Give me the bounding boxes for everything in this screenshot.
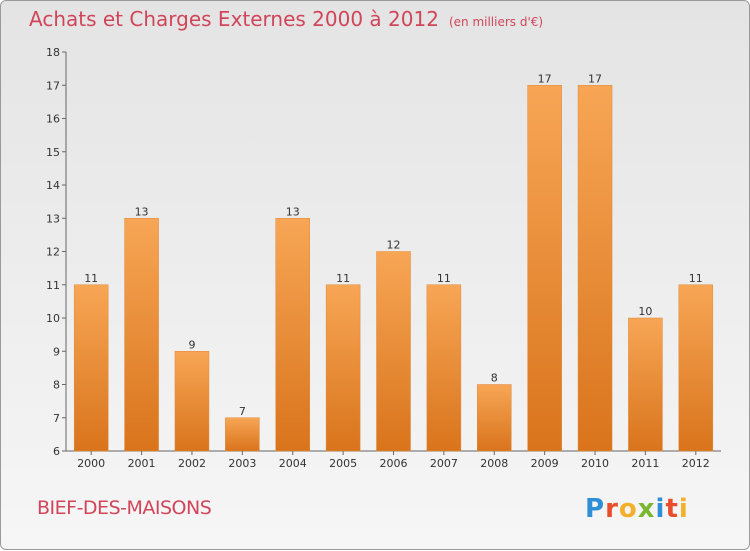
bar-value-label: 7 bbox=[239, 405, 246, 418]
bar-2005 bbox=[325, 284, 361, 452]
y-tick-label: 9 bbox=[53, 345, 60, 358]
bar-2004 bbox=[275, 218, 310, 452]
x-tick-label: 2004 bbox=[279, 457, 307, 470]
x-tick-label: 2005 bbox=[329, 457, 357, 470]
x-tick-label: 2000 bbox=[77, 457, 105, 470]
x-tick-label: 2012 bbox=[682, 457, 710, 470]
bar-2001 bbox=[124, 218, 159, 452]
bar-value-label: 13 bbox=[286, 205, 300, 218]
y-tick-label: 15 bbox=[46, 146, 60, 159]
x-tick-label: 2003 bbox=[228, 457, 256, 470]
x-tick-label: 2006 bbox=[380, 457, 408, 470]
bar-2007 bbox=[426, 284, 462, 452]
bar-value-label: 10 bbox=[638, 305, 652, 318]
y-tick-label: 16 bbox=[46, 113, 60, 126]
chart-title: Achats et Charges Externes 2000 à 2012 (e… bbox=[29, 7, 543, 31]
bar-value-label: 17 bbox=[588, 72, 602, 85]
y-tick-label: 10 bbox=[46, 312, 60, 325]
bar-2010 bbox=[577, 85, 613, 452]
bar-value-label: 11 bbox=[437, 272, 451, 285]
x-tick-label: 2009 bbox=[531, 457, 559, 470]
y-tick-label: 17 bbox=[46, 79, 60, 92]
unit-note: (en milliers d'€) bbox=[448, 15, 544, 29]
y-tick-label: 13 bbox=[46, 212, 60, 225]
bar-2008 bbox=[477, 384, 512, 452]
x-tick-label: 2007 bbox=[430, 457, 458, 470]
x-tick-label: 2011 bbox=[631, 457, 659, 470]
x-tick-label: 2002 bbox=[178, 457, 206, 470]
bar-2009 bbox=[527, 85, 562, 452]
axes: 6 7 8 9 10 11 12 13 14 15 16 17 18 2000 2001 2002 2003 20… bbox=[46, 46, 721, 470]
location-name: BIEF-DES-MAISONS bbox=[37, 497, 212, 519]
x-tick-label: 2008 bbox=[480, 457, 508, 470]
bar-value-label: 8 bbox=[491, 372, 498, 385]
svg-text:Proxiti: Proxiti bbox=[585, 494, 689, 524]
bar-value-label: 9 bbox=[188, 338, 195, 351]
bar-value-label: 17 bbox=[538, 72, 552, 85]
y-tick-label: 6 bbox=[53, 445, 60, 458]
bar-value-label: 13 bbox=[135, 205, 149, 218]
proxiti-logo: Proxiti bbox=[585, 494, 689, 524]
y-tick-label: 8 bbox=[53, 379, 60, 392]
bar-2002 bbox=[174, 351, 210, 452]
bar-value-label: 11 bbox=[689, 272, 703, 285]
bar-2006 bbox=[376, 251, 411, 452]
y-tick-label: 14 bbox=[46, 179, 60, 192]
bar-2003 bbox=[225, 417, 260, 452]
bar-value-label: 11 bbox=[84, 272, 98, 285]
bar-2000 bbox=[73, 284, 109, 452]
y-tick-label: 7 bbox=[53, 412, 60, 425]
y-tick-label: 18 bbox=[46, 46, 60, 59]
y-tick-label: 12 bbox=[46, 246, 60, 259]
x-tick-label: 2001 bbox=[128, 457, 156, 470]
y-tick-label: 11 bbox=[46, 279, 60, 292]
x-tick-label: 2010 bbox=[581, 457, 609, 470]
bar-value-label: 11 bbox=[336, 272, 350, 285]
bars: 11 13 9 7 13 11 12 11 8 17 17 10 11 bbox=[73, 72, 714, 452]
bar-value-label: 12 bbox=[387, 239, 401, 252]
chart-title-text: Achats et Charges Externes 2000 à 2012 bbox=[29, 7, 439, 31]
bar-2011 bbox=[628, 317, 663, 452]
bar-2012 bbox=[678, 284, 714, 452]
